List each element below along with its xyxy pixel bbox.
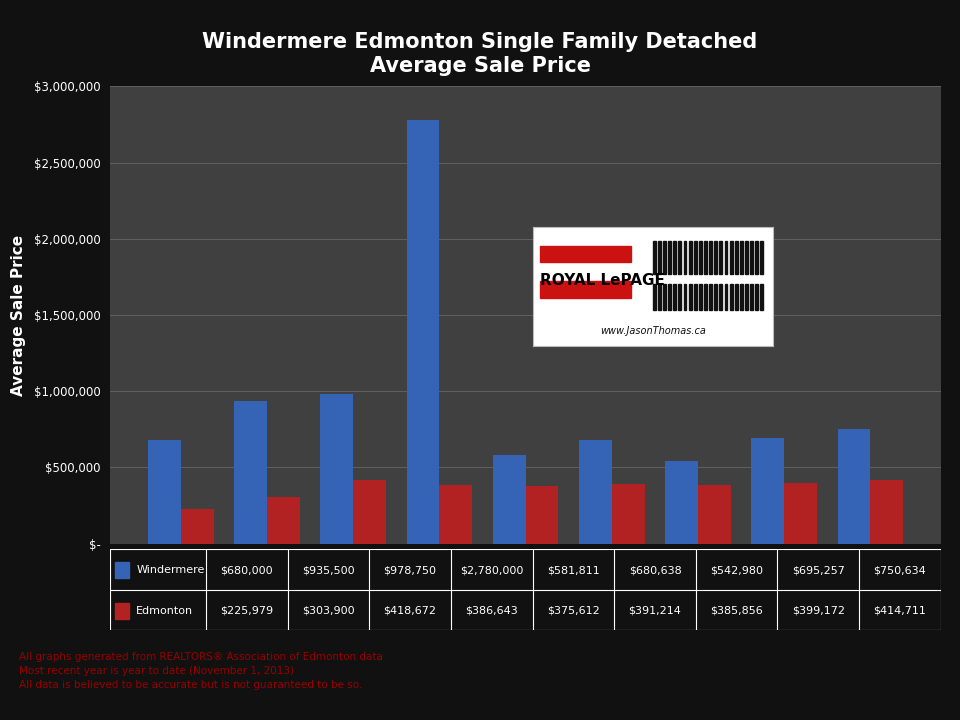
Bar — [653, 241, 656, 274]
Bar — [353, 480, 386, 544]
Text: $680,000: $680,000 — [221, 565, 273, 575]
Text: Windermere: Windermere — [136, 565, 204, 575]
Text: $399,172: $399,172 — [792, 606, 845, 616]
Bar — [663, 284, 666, 310]
Bar — [740, 284, 743, 310]
Bar — [612, 484, 644, 544]
Bar — [698, 485, 731, 544]
Bar — [756, 241, 758, 274]
Bar — [714, 284, 717, 310]
Bar — [730, 241, 732, 274]
Bar — [663, 241, 666, 274]
Bar — [492, 455, 526, 544]
Bar — [760, 241, 763, 274]
Text: $386,643: $386,643 — [466, 606, 518, 616]
Bar — [752, 438, 784, 544]
Bar — [734, 241, 737, 274]
Bar — [709, 284, 712, 310]
Bar — [321, 395, 353, 544]
Text: $303,900: $303,900 — [302, 606, 354, 616]
Bar — [684, 241, 686, 274]
Text: Average Sale Price: Average Sale Price — [370, 56, 590, 76]
Bar — [688, 241, 691, 274]
Bar — [725, 284, 728, 310]
Bar — [114, 603, 130, 618]
Text: $385,856: $385,856 — [710, 606, 763, 616]
Text: ROYAL LePAGE: ROYAL LePAGE — [540, 273, 665, 288]
Bar — [407, 120, 440, 544]
Bar — [234, 401, 267, 544]
Bar — [440, 485, 472, 544]
Y-axis label: Average Sale Price: Average Sale Price — [11, 235, 26, 395]
Bar — [540, 282, 632, 298]
Text: $418,672: $418,672 — [384, 606, 437, 616]
Bar — [719, 241, 722, 274]
Bar — [688, 284, 691, 310]
Bar — [760, 284, 763, 310]
Bar — [668, 284, 671, 310]
Bar — [719, 284, 722, 310]
Bar — [745, 284, 748, 310]
Text: $695,257: $695,257 — [792, 565, 845, 575]
Bar — [658, 241, 660, 274]
Bar — [653, 284, 656, 310]
X-axis label: Average Sale Price: Average Sale Price — [473, 570, 578, 580]
Text: $581,811: $581,811 — [547, 565, 600, 575]
Text: $391,214: $391,214 — [629, 606, 682, 616]
Bar — [704, 284, 707, 310]
Text: $414,711: $414,711 — [874, 606, 926, 616]
Bar — [679, 241, 682, 274]
Bar — [714, 241, 717, 274]
Text: $225,979: $225,979 — [220, 606, 274, 616]
Text: Windermere Edmonton Single Family Detached: Windermere Edmonton Single Family Detach… — [203, 32, 757, 52]
Text: $542,980: $542,980 — [710, 565, 763, 575]
Text: $978,750: $978,750 — [384, 565, 437, 575]
Bar — [658, 284, 660, 310]
Bar — [114, 562, 130, 578]
Bar — [673, 241, 676, 274]
Bar — [699, 241, 702, 274]
Bar — [750, 241, 753, 274]
Bar — [665, 461, 698, 544]
Text: $2,780,000: $2,780,000 — [460, 565, 523, 575]
Bar — [579, 440, 612, 544]
Text: All graphs generated from REALTORS® Association of Edmonton data
Most recent yea: All graphs generated from REALTORS® Asso… — [19, 652, 383, 690]
Bar — [730, 284, 732, 310]
Bar — [684, 284, 686, 310]
Text: www.JasonThomas.ca: www.JasonThomas.ca — [600, 326, 706, 336]
Bar — [750, 284, 753, 310]
Bar — [526, 486, 559, 544]
Bar — [704, 241, 707, 274]
Bar — [267, 498, 300, 544]
Bar — [673, 284, 676, 310]
Text: $375,612: $375,612 — [547, 606, 600, 616]
Bar — [871, 480, 903, 544]
Bar — [740, 241, 743, 274]
Bar — [679, 284, 682, 310]
Bar — [668, 241, 671, 274]
Bar — [784, 483, 817, 544]
Bar — [180, 509, 214, 544]
Bar — [745, 241, 748, 274]
Text: $680,638: $680,638 — [629, 565, 682, 575]
Bar — [699, 284, 702, 310]
Text: Edmonton: Edmonton — [136, 606, 193, 616]
Bar — [694, 241, 697, 274]
Text: $750,634: $750,634 — [874, 565, 926, 575]
Bar — [540, 246, 632, 262]
Text: $935,500: $935,500 — [302, 565, 354, 575]
Bar — [734, 284, 737, 310]
Bar — [725, 241, 728, 274]
Bar — [709, 241, 712, 274]
Bar — [756, 284, 758, 310]
Bar — [148, 440, 180, 544]
Bar — [694, 284, 697, 310]
Bar — [837, 429, 871, 544]
